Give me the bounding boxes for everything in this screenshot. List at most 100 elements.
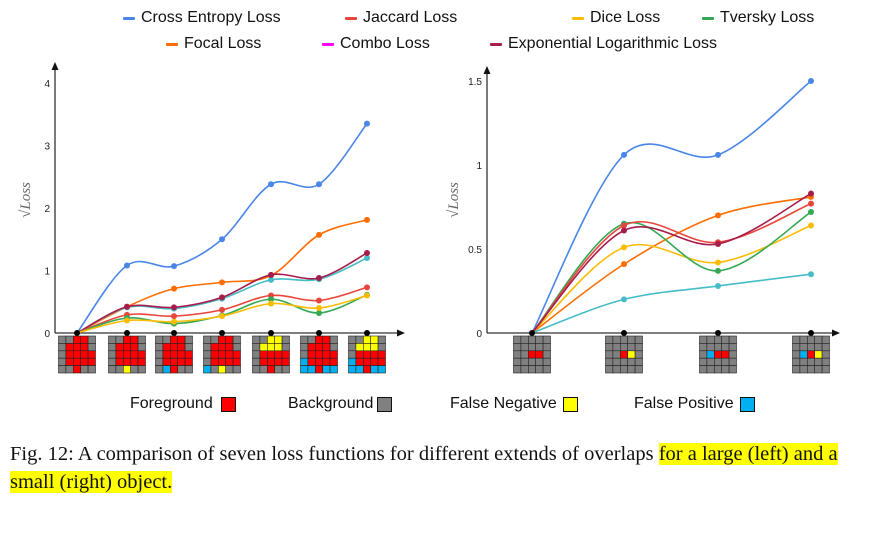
- grid-cell: [377, 357, 386, 366]
- grid-cell: [314, 357, 323, 366]
- legend-label: Cross Entropy Loss: [141, 9, 281, 26]
- grid-cell: [814, 335, 823, 344]
- grid-cell: [155, 357, 164, 366]
- grid-cell: [329, 350, 338, 359]
- data-point: [715, 282, 721, 289]
- y-tick-label: 0: [44, 329, 50, 340]
- grid-cell: [527, 335, 536, 344]
- grid-cell: [612, 357, 621, 366]
- grid-cell: [80, 343, 89, 352]
- grid-cell: [58, 365, 67, 374]
- grid-cell: [821, 343, 830, 352]
- grid-cell: [713, 350, 722, 359]
- legend-item-focal: Focal Loss: [166, 35, 261, 53]
- grid-cell: [542, 335, 551, 344]
- grid-cell: [108, 335, 117, 344]
- grid-cell: [115, 350, 124, 359]
- grid-cell: [322, 357, 331, 366]
- grid-cell: [362, 343, 371, 352]
- x-axis-arrow-icon: [832, 329, 840, 337]
- x-axis-arrow-icon: [397, 329, 405, 337]
- grid-cell: [73, 350, 82, 359]
- data-point: [364, 120, 370, 127]
- cell-legend-label: Background: [288, 395, 374, 412]
- grid-cell: [322, 343, 331, 352]
- grid-cell: [799, 335, 808, 344]
- y-tick-label: 2: [44, 204, 50, 215]
- series-line: [531, 273, 812, 334]
- grid-cell: [232, 357, 241, 366]
- grid-cell: [355, 357, 364, 366]
- grid-cell: [281, 350, 290, 359]
- legend-swatch: [702, 16, 714, 20]
- data-point: [219, 236, 225, 243]
- grid-cell: [177, 335, 186, 344]
- overlap-grid: [252, 335, 290, 374]
- data-point: [808, 190, 814, 197]
- grid-cell: [355, 343, 364, 352]
- grid-cell: [252, 343, 261, 352]
- cell-legend-foreground: Foreground: [130, 395, 236, 413]
- grid-cell: [259, 365, 268, 374]
- legend-swatch: [166, 42, 178, 46]
- grid-cell: [274, 365, 283, 374]
- grid-cell: [184, 335, 193, 344]
- grid-cell: [203, 365, 212, 374]
- data-point: [808, 209, 814, 216]
- grid-cell: [307, 343, 316, 352]
- grid-cell: [232, 350, 241, 359]
- grid-cell: [203, 343, 212, 352]
- grid-cell: [162, 350, 171, 359]
- grid-cell: [170, 357, 179, 366]
- grid-cell: [612, 335, 621, 344]
- cell-legend-background: Background: [288, 395, 393, 413]
- grid-cell: [627, 343, 636, 352]
- grid-cell: [130, 365, 139, 374]
- grid-cell: [348, 357, 357, 366]
- data-point: [219, 279, 225, 286]
- grid-cell: [513, 357, 522, 366]
- grid-cell: [329, 343, 338, 352]
- data-point: [171, 285, 177, 292]
- grid-cell: [259, 350, 268, 359]
- grid-cell: [155, 350, 164, 359]
- data-point: [268, 271, 274, 278]
- grid-cell: [535, 357, 544, 366]
- grid-cell: [605, 365, 614, 374]
- grid-cell: [612, 365, 621, 374]
- grid-cell: [170, 335, 179, 344]
- grid-cell: [177, 343, 186, 352]
- x-tick-dot: [715, 330, 721, 336]
- grid-cell: [218, 357, 227, 366]
- grid-cell: [210, 335, 219, 344]
- grid-cell: [792, 335, 801, 344]
- grid-cell: [699, 365, 708, 374]
- grid-cell: [108, 365, 117, 374]
- data-point: [621, 227, 627, 234]
- grid-cell: [184, 343, 193, 352]
- legend-label: Exponential Logarithmic Loss: [508, 35, 718, 52]
- grid-cell: [520, 357, 529, 366]
- grid-cell: [225, 335, 234, 344]
- caption-text: Fig. 12: A comparison of seven loss func…: [10, 443, 659, 465]
- legend-label: Tversky Loss: [720, 9, 815, 26]
- x-tick-dot: [124, 330, 130, 336]
- grid-cell: [137, 350, 146, 359]
- grid-cell: [266, 343, 275, 352]
- grid-cell: [162, 335, 171, 344]
- foreground-swatch: [220, 396, 236, 412]
- cell-legend-false-positive: False Positive: [634, 395, 755, 413]
- grid-cell: [155, 335, 164, 344]
- grid-cell: [87, 357, 96, 366]
- grid-cell: [80, 357, 89, 366]
- overlap-grid: [155, 335, 193, 374]
- grid-cell: [821, 357, 830, 366]
- x-tick-dot: [268, 330, 274, 336]
- legend-swatch: [490, 42, 502, 46]
- grid-cell: [80, 365, 89, 374]
- overlap-grid: [58, 335, 96, 374]
- series-line: [531, 202, 812, 334]
- grid-cell: [821, 350, 830, 359]
- data-point: [621, 244, 627, 251]
- grid-cell: [266, 365, 275, 374]
